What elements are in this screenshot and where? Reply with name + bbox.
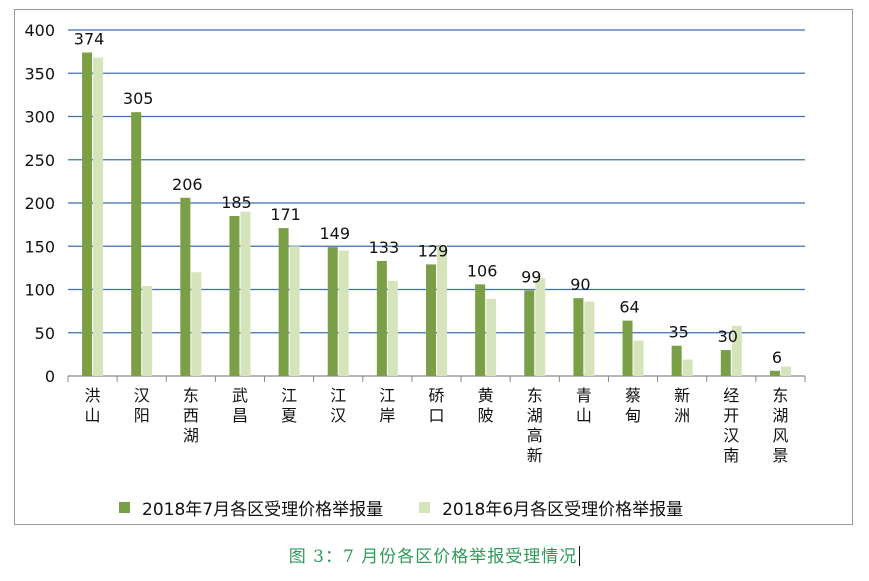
bar-july-14: [720, 350, 731, 376]
bar-june-6: [338, 250, 349, 376]
data-label: 206: [172, 175, 203, 194]
data-label: 133: [369, 238, 400, 257]
chart-frame: 0 50 100 150 200 250 300 350 400 374 洪山 305 汉阳 206 东西湖…: [14, 9, 853, 525]
bar-july-11: [573, 298, 584, 376]
x-tick-label: 汉阳: [134, 386, 150, 425]
x-tick-label: 江汉: [330, 386, 346, 425]
x-tick-label: 江夏: [281, 386, 297, 425]
legend-label-june: 2018年6月各区受理价格举报量: [442, 499, 684, 520]
data-label: 305: [123, 89, 154, 108]
bar-june-13: [682, 359, 693, 376]
bar-july-9: [475, 284, 486, 376]
x-tick-label: 江岸: [379, 386, 395, 425]
bar-june-12: [633, 340, 644, 376]
bar-july-10: [524, 290, 535, 376]
y-tick-label: 150: [24, 237, 55, 256]
y-tick-label: 350: [24, 64, 55, 83]
figure-caption: 图 3：7 月份各区价格举报受理情况: [0, 542, 869, 567]
bar-july-3: [180, 197, 191, 376]
bar-june-4: [240, 211, 251, 376]
data-label: 99: [521, 267, 541, 286]
bar-july-2: [131, 112, 142, 377]
data-label: 30: [718, 327, 738, 346]
x-tick-label: 武昌: [232, 386, 248, 425]
legend-label-july: 2018年7月各区受理价格举报量: [142, 499, 384, 520]
legend-swatch-july: [119, 501, 130, 513]
data-label: 64: [619, 298, 639, 317]
figure-caption-text: 图 3：7 月份各区价格举报受理情况: [288, 547, 578, 567]
x-tick-label: 洪山: [85, 386, 101, 425]
data-label: 106: [467, 261, 498, 280]
x-tick-label: 蔡甸: [625, 386, 641, 425]
data-label: 185: [221, 193, 252, 212]
x-tick-label: 东湖风景: [772, 386, 788, 465]
legend: 2018年7月各区受理价格举报量 2018年6月各区受理价格举报量: [119, 495, 719, 520]
bar-july-8: [426, 264, 436, 376]
legend-item-june: 2018年6月各区受理价格举报量: [419, 495, 683, 520]
y-tick-label: 0: [45, 367, 55, 386]
bar-july-1: [82, 52, 93, 377]
data-label: 374: [74, 29, 105, 48]
data-label: 129: [418, 241, 449, 260]
y-tick-label: 400: [24, 21, 55, 40]
data-label: 90: [570, 275, 590, 294]
y-tick-label: 300: [24, 108, 55, 127]
bar-june-1: [93, 57, 104, 377]
bar-july-5: [278, 228, 289, 376]
data-label: 35: [668, 323, 688, 342]
bar-july-7: [376, 260, 387, 376]
x-tick-label: 经开汉南: [723, 386, 739, 465]
bar-chart: 0 50 100 150 200 250 300 350 400 374 洪山 305 汉阳 206 东西湖…: [24, 21, 806, 465]
y-tick-label: 50: [35, 324, 55, 343]
x-tick-label: 新洲: [674, 386, 690, 425]
bar-june-15: [780, 366, 791, 376]
text-cursor: [579, 546, 581, 566]
data-label: 149: [319, 224, 350, 243]
bar-july-13: [671, 345, 682, 376]
bar-june-8: [437, 246, 447, 376]
y-tick-label: 200: [24, 194, 55, 213]
legend-item-july: 2018年7月各区受理价格举报量: [119, 495, 383, 520]
bar-july-6: [327, 247, 338, 376]
bar-june-10: [535, 278, 546, 376]
x-tick-label: 东西湖: [183, 386, 199, 445]
bar-july-12: [622, 320, 633, 376]
x-tick-label: 东湖高新: [527, 386, 543, 465]
x-tick-label: 硚口: [428, 386, 444, 425]
data-label: 171: [270, 205, 301, 224]
bar-june-7: [387, 280, 398, 376]
x-tick-label: 黄陂: [478, 386, 494, 425]
bar-july-15: [769, 370, 780, 376]
x-tick-label: 青山: [576, 386, 592, 425]
bar-july-4: [229, 215, 240, 376]
y-tick-label: 100: [24, 281, 55, 300]
bar-june-14: [731, 325, 742, 376]
legend-swatch-june: [419, 501, 431, 513]
bar-june-3: [191, 272, 202, 376]
y-tick-label: 250: [24, 151, 55, 170]
bar-june-2: [142, 286, 153, 376]
bar-june-11: [584, 301, 595, 376]
data-label: 6: [772, 348, 782, 367]
bar-june-5: [289, 246, 300, 376]
bar-june-9: [486, 299, 497, 376]
